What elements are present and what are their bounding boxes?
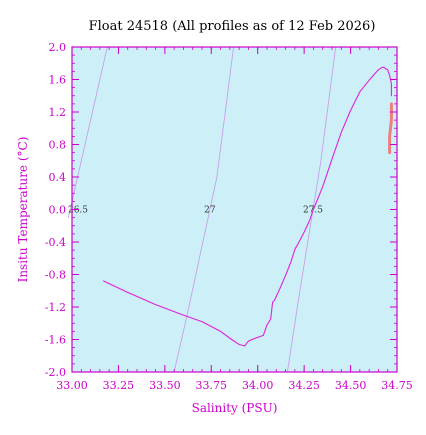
x-tick-label-4: 34.00 [242,379,274,392]
series-line-0 [103,66,392,347]
x-axis-label: Salinity (PSU) [192,401,278,415]
y-axis-label: Insitu Temperature (°C) [16,137,30,283]
contour-label-0: 26.5 [68,206,88,216]
y-tick-label-6: 0.4 [49,171,67,184]
y-tick-label-3: -0.8 [45,269,66,282]
y-tick-label-10: 2.0 [49,41,67,54]
y-tick-label-4: -0.4 [45,236,66,249]
x-tick-label-7: 34.75 [381,379,413,392]
x-tick-label-5: 34.25 [288,379,320,392]
x-tick-label-1: 33.25 [103,379,135,392]
axis-ticks: 33.00 33.25 33.50 33.75 34.00 34.25 34.50 34.75… [45,41,413,392]
x-tick-label-0: 33.00 [56,379,88,392]
y-tick-label-9: 1.6 [49,74,67,87]
x-tick-label-6: 34.50 [335,379,367,392]
y-tick-label-5: 0.0 [49,204,67,217]
y-tick-label-7: 0.8 [49,139,67,152]
chart-title: Float 24518 (All profiles as of 12 Feb 2… [89,19,376,34]
density-contour-2 [286,46,337,373]
plot-area [72,47,397,372]
y-tick-label-8: 1.2 [49,106,67,119]
x-tick-label-2: 33.50 [149,379,181,392]
y-tick-label-0: -2.0 [45,366,66,379]
density-contour-0 [67,46,108,218]
y-tick-label-2: -1.2 [45,301,66,314]
y-tick-label-1: -1.6 [45,334,66,347]
density-contour-1 [173,46,235,373]
contour-label-1: 27 [204,206,216,216]
x-tick-label-3: 33.75 [196,379,228,392]
